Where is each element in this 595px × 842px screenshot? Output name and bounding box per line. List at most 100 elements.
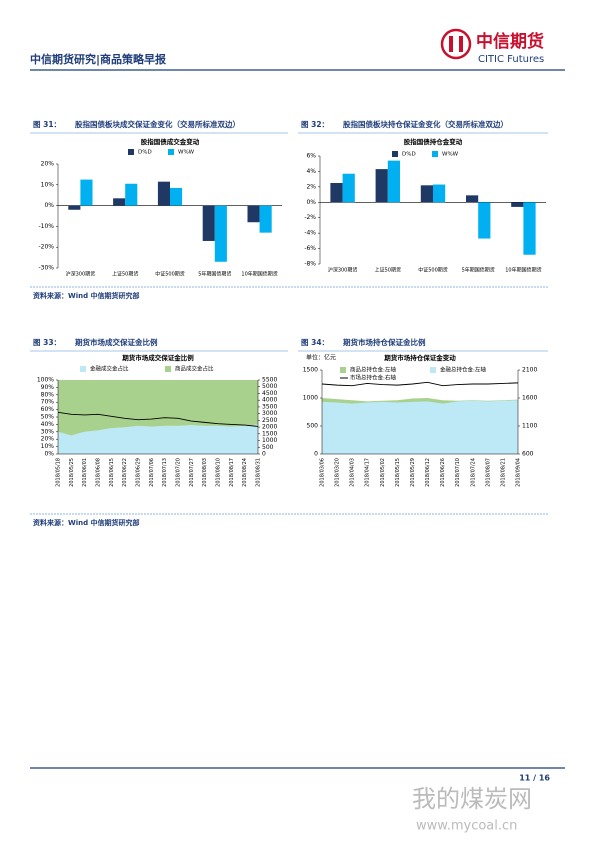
y-tick-label: 0% (44, 451, 54, 458)
x-tick-label: 2018/08/17 (229, 458, 235, 487)
chart-title: 期货市场成交保证金比例 (122, 353, 194, 362)
figure-caption: 股指国债板块持仓保证金变化（交易所标准双边） (343, 119, 508, 129)
x-tick-label: 中证500期货 (155, 271, 185, 278)
y2-tick-label: 5500 (262, 377, 277, 384)
x-tick-label: 中证500期货 (418, 267, 448, 274)
area (322, 400, 518, 454)
x-tick-label: 5年期国债期货 (462, 267, 495, 274)
x-tick-label: 2018/06/12 (425, 458, 431, 487)
legend-swatch (80, 366, 86, 372)
y2-tick-label: 2100 (522, 367, 537, 374)
legend-swatch (168, 149, 174, 155)
bar (80, 179, 93, 206)
bar (433, 184, 446, 203)
y-tick-label: 70% (41, 399, 55, 406)
x-tick-label: 2018/05/02 (380, 458, 386, 487)
x-tick-label: 10年期国债期货 (241, 271, 277, 278)
line (57, 411, 259, 427)
y-tick-label: 60% (41, 406, 55, 413)
figure-label: 图 31： (33, 120, 61, 129)
y-tick-label: 0 (314, 451, 318, 458)
legend-label: 市场总持仓金:右轴 (350, 374, 396, 382)
y-tick-label: 500 (307, 423, 319, 430)
y-tick-label: 2% (306, 183, 316, 190)
y-tick-label: -4% (304, 230, 316, 237)
y-tick-label: 0% (306, 199, 316, 206)
logo-cn: 中信期货 (476, 31, 544, 52)
legend-label: W%W (442, 152, 459, 158)
y-tick-label: 1500 (303, 367, 318, 374)
bar (375, 169, 388, 203)
y-tick-label: 100% (37, 377, 54, 384)
x-tick-label: 2018/07/24 (470, 458, 476, 487)
chart-title: 股指国债持仓金变动 (404, 137, 463, 146)
y2-tick-label: 2500 (262, 417, 277, 424)
x-tick-label: 2018/06/15 (109, 458, 115, 487)
x-tick-label: 2018/06/29 (136, 458, 142, 487)
bar (342, 173, 355, 203)
legend-swatch (165, 366, 171, 372)
legend-label: D%D (402, 152, 416, 158)
legend-swatch (128, 149, 134, 155)
y2-tick-label: 600 (522, 451, 534, 458)
bar (113, 198, 126, 206)
bar (247, 205, 260, 223)
legend-label: W%W (178, 150, 195, 156)
logo-mark (440, 28, 472, 60)
area (58, 380, 258, 436)
legend-label: 金融成交金占比 (90, 365, 129, 373)
bar (202, 205, 215, 241)
x-tick-label: 2018/08/10 (216, 458, 222, 487)
y2-tick-label: 0 (262, 451, 266, 458)
bar (68, 205, 81, 210)
figure-label: 图 33： (33, 338, 61, 347)
y2-tick-label: 5000 (262, 383, 277, 390)
x-tick-label: 2018/09/04 (516, 458, 522, 487)
figure-caption: 期货市场持仓保证金比例 (343, 337, 426, 347)
bar (170, 187, 183, 206)
bar (465, 195, 479, 203)
figure-label: 图 34： (301, 338, 329, 347)
y-tick-label: 80% (41, 391, 55, 398)
bar (523, 202, 536, 255)
y-tick-label: -6% (304, 245, 316, 252)
x-tick-label: 2018/06/22 (122, 458, 128, 487)
bar (259, 205, 272, 233)
y-tick-label: 50% (41, 414, 55, 421)
bar (157, 181, 170, 206)
y-tick-label: 1000 (303, 395, 318, 402)
x-tick-label: 2018/05/29 (410, 458, 416, 487)
x-tick-label: 2018/03/20 (335, 458, 341, 487)
header-title: 中信期货研究|商品策略早报 (30, 52, 167, 66)
x-tick-label: 2018/06/01 (82, 458, 88, 487)
y-tick-label: -8% (304, 261, 316, 268)
y-tick-label: -20% (38, 244, 54, 251)
x-tick-label: 沪深300期货 (66, 271, 96, 278)
bar (330, 183, 343, 203)
figure-label: 图 32： (301, 120, 329, 129)
legend-swatch (340, 367, 346, 373)
figure-caption: 期货市场成交保证金比例 (75, 337, 158, 347)
unit-label: 单位：亿元 (306, 354, 336, 362)
x-tick-label: 2018/07/10 (455, 458, 461, 487)
x-tick-label: 2018/05/15 (395, 458, 401, 487)
x-tick-label: 5年期国债期货 (198, 271, 231, 278)
y2-tick-label: 4000 (262, 397, 277, 404)
x-tick-label: 2018/07/27 (189, 458, 195, 487)
x-tick-label: 沪深300期货 (328, 267, 358, 274)
logo-en: CITIC Futures (478, 54, 544, 65)
y-tick-label: 10% (41, 181, 55, 188)
watermark-url: www.mycoal.cn (416, 819, 517, 834)
y2-tick-label: 3000 (262, 410, 277, 417)
y2-tick-label: 500 (262, 444, 274, 451)
bar (420, 185, 433, 203)
legend-label: 商品总持仓金:左轴 (350, 366, 396, 374)
legend-swatch (392, 151, 398, 157)
x-tick-label: 2018/04/17 (365, 458, 371, 487)
x-tick-label: 2018/05/18 (56, 458, 62, 487)
y-tick-label: 20% (41, 436, 55, 443)
x-tick-label: 2018/06/26 (440, 458, 446, 487)
x-tick-label: 2018/08/31 (256, 458, 262, 487)
y-tick-label: 0% (44, 202, 54, 209)
